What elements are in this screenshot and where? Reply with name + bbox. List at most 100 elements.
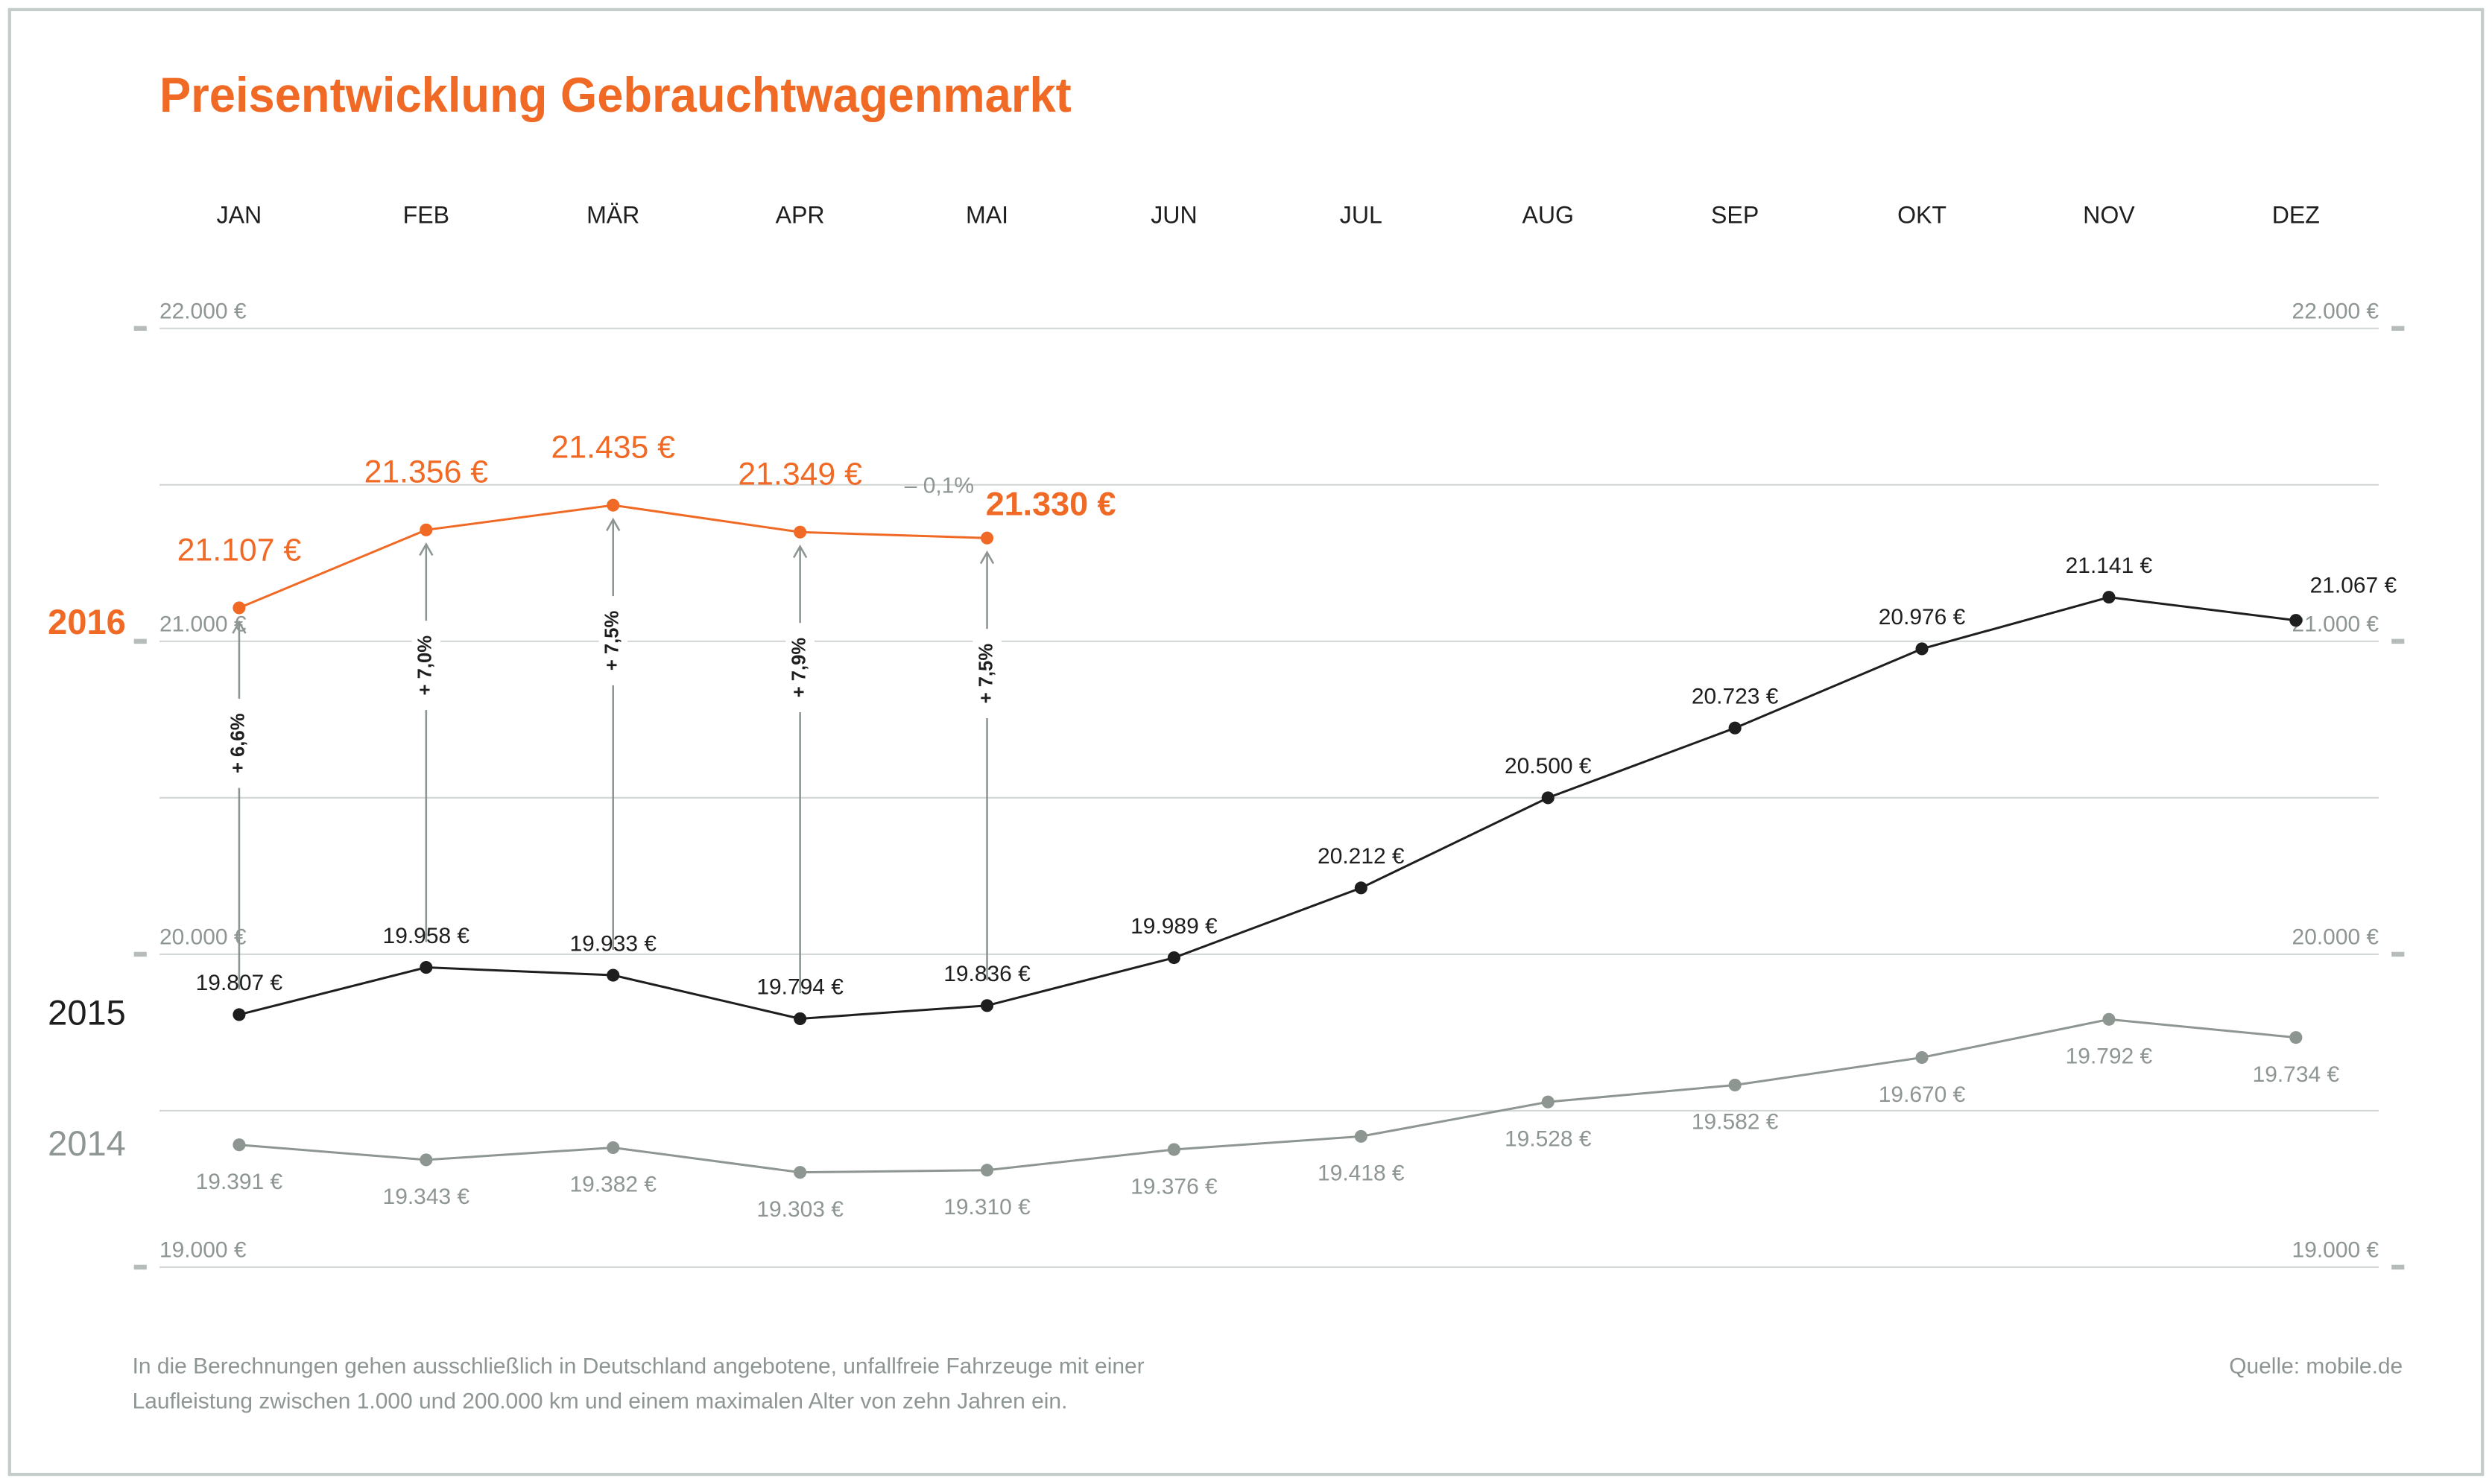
- y-tick-label: 20.000 €: [159, 925, 247, 949]
- arrow-head: [792, 544, 808, 559]
- data-label: 19.794 €: [756, 975, 844, 1000]
- data-point: [980, 999, 994, 1012]
- data-point: [1167, 951, 1180, 965]
- x-tick-label: JUN: [1151, 202, 1197, 229]
- data-label: 21.349 €: [738, 457, 862, 492]
- label-bg: [973, 629, 1002, 719]
- data-label: 19.807 €: [196, 971, 283, 995]
- data-label: 19.528 €: [1505, 1126, 1592, 1151]
- y-tick-label: 21.000 €: [2292, 612, 2379, 636]
- change-label: + 7,5%: [602, 611, 623, 671]
- data-label: 19.989 €: [1130, 914, 1218, 939]
- data-point: [233, 1008, 246, 1021]
- data-point: [607, 1141, 620, 1155]
- data-label: 20.723 €: [1692, 684, 1779, 708]
- data-point: [1541, 1095, 1555, 1109]
- data-point: [1541, 791, 1555, 805]
- data-label: 19.391 €: [196, 1170, 283, 1194]
- label-bg: [224, 698, 254, 788]
- x-tick-label: SEP: [1711, 202, 1759, 229]
- data-label: 20.212 €: [1318, 844, 1405, 869]
- x-tick-label: APR: [776, 202, 825, 229]
- y-tick-label: 20.000 €: [2292, 925, 2379, 949]
- series-line: [238, 596, 2297, 1020]
- data-label: 19.836 €: [943, 962, 1031, 986]
- arrow-head: [232, 620, 247, 634]
- data-label: 21.330 €: [986, 484, 1116, 522]
- data-point: [1354, 881, 1367, 895]
- y-tick-label: 22.000 €: [159, 299, 247, 323]
- change-label: + 6,6%: [228, 713, 249, 773]
- data-label: 19.792 €: [2066, 1044, 2153, 1069]
- data-label: 21.435 €: [551, 430, 675, 466]
- y-tick-label: 21.000 €: [159, 612, 247, 636]
- data-point: [1167, 1143, 1180, 1156]
- legend-label: 2015: [48, 992, 126, 1032]
- x-tick-label: OKT: [1897, 202, 1947, 229]
- data-point: [1915, 642, 1929, 656]
- data-label: 19.343 €: [383, 1185, 470, 1209]
- y-tick-label: 19.000 €: [2292, 1237, 2379, 1262]
- data-point: [1728, 721, 1742, 735]
- data-label: 20.500 €: [1505, 754, 1592, 779]
- data-point: [420, 960, 433, 974]
- arrow-head: [979, 550, 995, 565]
- data-point: [607, 968, 620, 982]
- data-point: [2289, 614, 2303, 627]
- data-label: 19.582 €: [1692, 1110, 1779, 1135]
- data-point: [420, 1153, 433, 1167]
- data-label: 19.670 €: [1879, 1082, 1966, 1107]
- data-label: 19.418 €: [1318, 1161, 1405, 1186]
- change-label: + 7,0%: [415, 635, 436, 696]
- data-label: 19.933 €: [569, 931, 657, 956]
- data-point: [1354, 1129, 1367, 1143]
- data-point: [233, 1138, 246, 1152]
- arrow-head: [606, 517, 621, 532]
- data-label: 19.303 €: [756, 1197, 844, 1222]
- data-point: [607, 498, 620, 512]
- data-label: 19.382 €: [569, 1173, 657, 1197]
- data-point: [980, 1164, 994, 1177]
- data-point: [2102, 1012, 2116, 1026]
- legend-label: 2016: [48, 602, 126, 641]
- source: Quelle: mobile.de: [2229, 1354, 2403, 1379]
- x-tick-label: JAN: [217, 202, 262, 229]
- change-label: + 7,5%: [975, 644, 996, 704]
- frame: [7, 7, 2485, 1477]
- change-label: + 7,9%: [788, 638, 809, 698]
- data-label: 20.976 €: [1879, 605, 1966, 630]
- data-point: [794, 1166, 807, 1179]
- label-bg: [598, 596, 627, 685]
- data-label: 21.356 €: [364, 454, 489, 490]
- data-label: 19.734 €: [2253, 1062, 2340, 1087]
- change-label: – 0,1%: [905, 474, 974, 498]
- x-tick-label: FEB: [403, 202, 449, 229]
- legend-label: 2014: [48, 1123, 126, 1163]
- arrow-head: [419, 542, 434, 556]
- x-tick-label: MAI: [966, 202, 1008, 229]
- data-point: [980, 531, 994, 545]
- data-point: [420, 523, 433, 536]
- x-tick-label: JUL: [1340, 202, 1382, 229]
- data-point: [794, 1012, 807, 1025]
- data-point: [1915, 1050, 1929, 1065]
- data-label: 21.107 €: [177, 532, 302, 568]
- footnote: In die Berechnungen gehen ausschließlich…: [133, 1354, 1145, 1379]
- x-tick-label: NOV: [2083, 202, 2135, 229]
- data-label: 19.310 €: [943, 1195, 1031, 1220]
- data-label: 19.958 €: [383, 924, 470, 948]
- data-label: 21.067 €: [2310, 574, 2397, 598]
- label-bg: [785, 623, 815, 713]
- data-point: [1728, 1078, 1742, 1092]
- label-bg: [411, 621, 441, 711]
- footnote: Laufleistung zwischen 1.000 und 200.000 …: [133, 1389, 1068, 1414]
- y-tick-label: 19.000 €: [159, 1237, 247, 1262]
- data-label: 21.141 €: [2066, 554, 2153, 578]
- data-point: [794, 525, 807, 539]
- x-tick-label: DEZ: [2272, 202, 2320, 229]
- series-line: [238, 1018, 2296, 1174]
- y-tick-label: 22.000 €: [2292, 299, 2379, 323]
- data-point: [2102, 591, 2116, 604]
- data-label: 19.376 €: [1130, 1174, 1218, 1199]
